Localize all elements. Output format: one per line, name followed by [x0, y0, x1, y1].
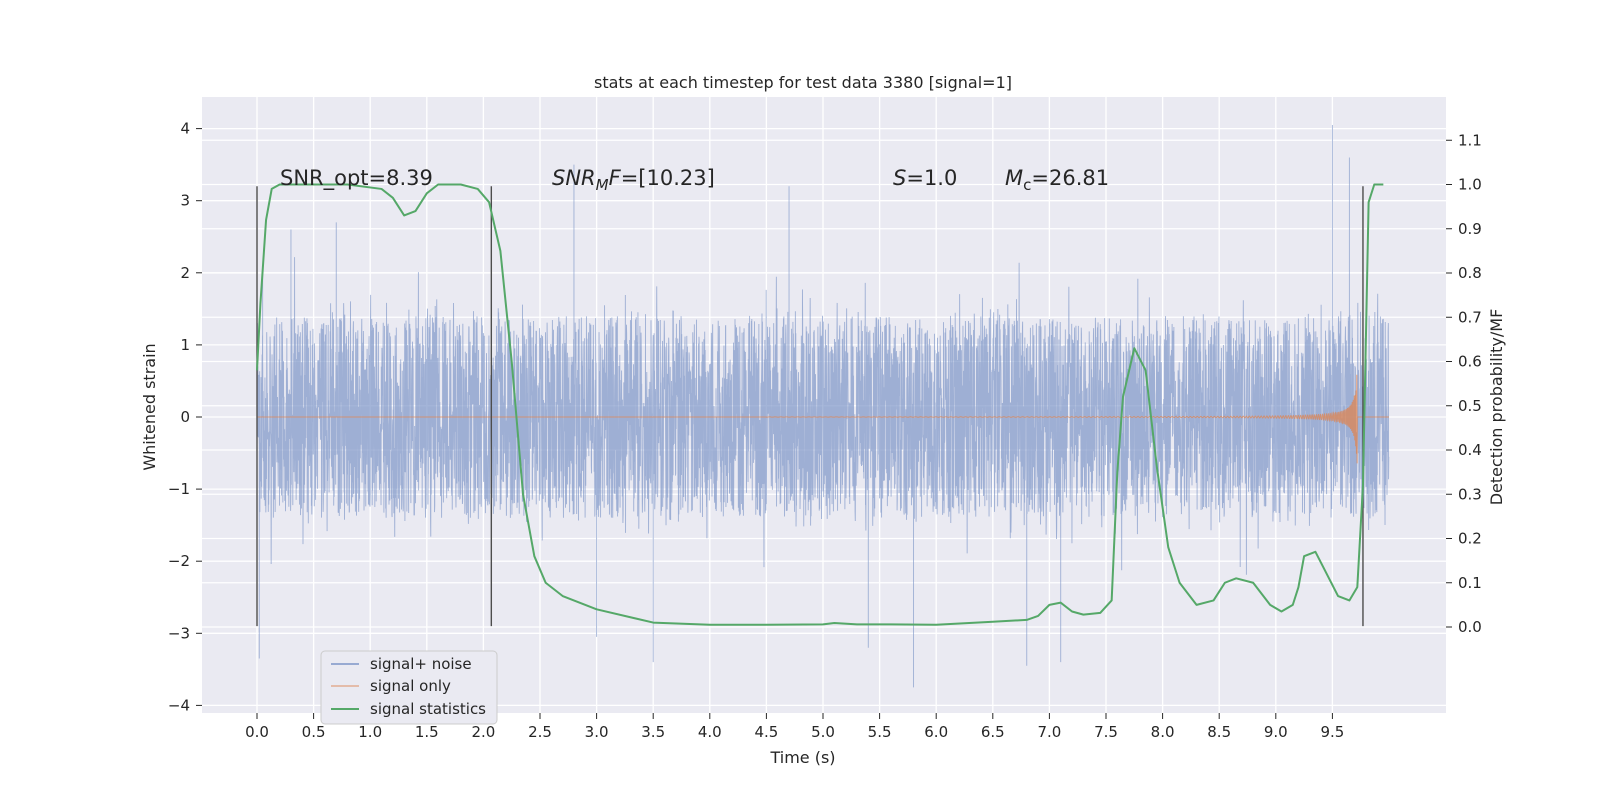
y2-tick-label: 1.0: [1458, 176, 1482, 194]
x-tick-label: 7.5: [1094, 723, 1118, 741]
snr-mf-sub: M: [596, 176, 609, 194]
x-tick-label: 2.5: [528, 723, 552, 741]
x-tick-label: 3.0: [585, 723, 609, 741]
noise-line: [256, 125, 1390, 688]
mc-symbol: M: [1005, 166, 1023, 190]
x-axis-ticks: 0.0 0.5 1.0 1.5 2.0 2.5 3.0 3.5 4.0 4.5 5.0 5.5 6.0 6…: [245, 713, 1344, 741]
s-value: =1.0: [906, 166, 957, 190]
x-tick-label: 9.0: [1264, 723, 1288, 741]
y-tick-label: 4: [180, 120, 190, 138]
y-tick-label: −2: [168, 552, 190, 570]
snr-mf-value: =[10.23]: [621, 166, 715, 190]
y-tick-label: 2: [180, 264, 190, 282]
signal-only-line: [257, 374, 1389, 464]
annotation-snr-mf: SNRMF=[10.23]: [552, 166, 715, 194]
x-tick-label: 0.5: [302, 723, 326, 741]
x-tick-label: 5.5: [868, 723, 892, 741]
legend-label-signal-statistics: signal statistics: [370, 700, 486, 718]
mc-value: =26.81: [1031, 166, 1109, 190]
legend-label-signal-only: signal only: [370, 677, 451, 695]
x-tick-label: 3.5: [641, 723, 665, 741]
y-tick-label: 3: [180, 192, 190, 210]
y-axis-label: Whitened strain: [140, 343, 159, 470]
y-axis-ticks: 4 3 2 1 0 −1 −2 −3 −4: [168, 120, 202, 714]
y-tick-label: −4: [168, 696, 190, 714]
x-tick-label: 6.0: [924, 723, 948, 741]
legend-box: [320, 650, 498, 725]
y2-tick-label: 0.9: [1458, 220, 1482, 238]
snr-mf-prefix: SNR: [552, 166, 596, 190]
y2-tick-label: 0.3: [1458, 485, 1482, 503]
x-tick-label: 0.0: [245, 723, 269, 741]
y-tick-label: 1: [180, 336, 190, 354]
series-signal-plus-noise: [256, 125, 1390, 688]
annotation-s: S=1.0: [893, 166, 957, 190]
chart-title: stats at each timestep for test data 338…: [594, 73, 1012, 92]
x-tick-label: 2.0: [471, 723, 495, 741]
x-tick-label: 4.5: [754, 723, 778, 741]
y2-axis-label: Detection probability/MF: [1487, 309, 1506, 506]
x-tick-label: 6.5: [981, 723, 1005, 741]
x-tick-label: 7.0: [1037, 723, 1061, 741]
y2-tick-label: 0.2: [1458, 530, 1482, 548]
snr-mf-suffix: F: [609, 166, 622, 190]
legend-label-signal-plus-noise: signal+ noise: [370, 655, 472, 673]
s-symbol: S: [893, 166, 906, 190]
y-tick-label: 0: [180, 408, 190, 426]
event-markers: [256, 186, 1364, 627]
annotation-mc: Mc=26.81: [1005, 166, 1109, 194]
y-tick-label: −3: [168, 624, 190, 642]
y2-tick-label: 0.7: [1458, 308, 1482, 326]
series-signal-only: [257, 374, 1389, 464]
x-tick-label: 5.0: [811, 723, 835, 741]
x-tick-label: 8.5: [1207, 723, 1231, 741]
y2-tick-label: 0.4: [1458, 441, 1482, 459]
x-tick-label: 9.5: [1320, 723, 1344, 741]
y2-tick-label: 0.8: [1458, 264, 1482, 282]
annotation-snr-opt: SNR_opt=8.39: [280, 166, 433, 191]
x-tick-label: 1.5: [415, 723, 439, 741]
x-axis-label: Time (s): [769, 748, 835, 767]
y2-tick-label: 0.0: [1458, 618, 1482, 636]
y2-tick-label: 0.1: [1458, 574, 1482, 592]
x-tick-label: 4.0: [698, 723, 722, 741]
x-tick-label: 8.0: [1151, 723, 1175, 741]
y2-tick-label: 1.1: [1458, 131, 1482, 149]
y-tick-label: −1: [168, 480, 190, 498]
legend: signal+ noise signal only signal statist…: [320, 650, 498, 725]
y2-axis-ticks: 1.1 1.0 0.9 0.8 0.7 0.6 0.5 0.4 0.3 0.2 0.1 0.0: [1446, 131, 1482, 636]
mc-sub: c: [1023, 176, 1031, 194]
series-signal-statistics: [256, 183, 1384, 626]
y2-tick-label: 0.6: [1458, 353, 1482, 371]
y2-tick-label: 0.5: [1458, 397, 1482, 415]
signal-statistics-line: [256, 183, 1384, 626]
x-tick-label: 1.0: [358, 723, 382, 741]
